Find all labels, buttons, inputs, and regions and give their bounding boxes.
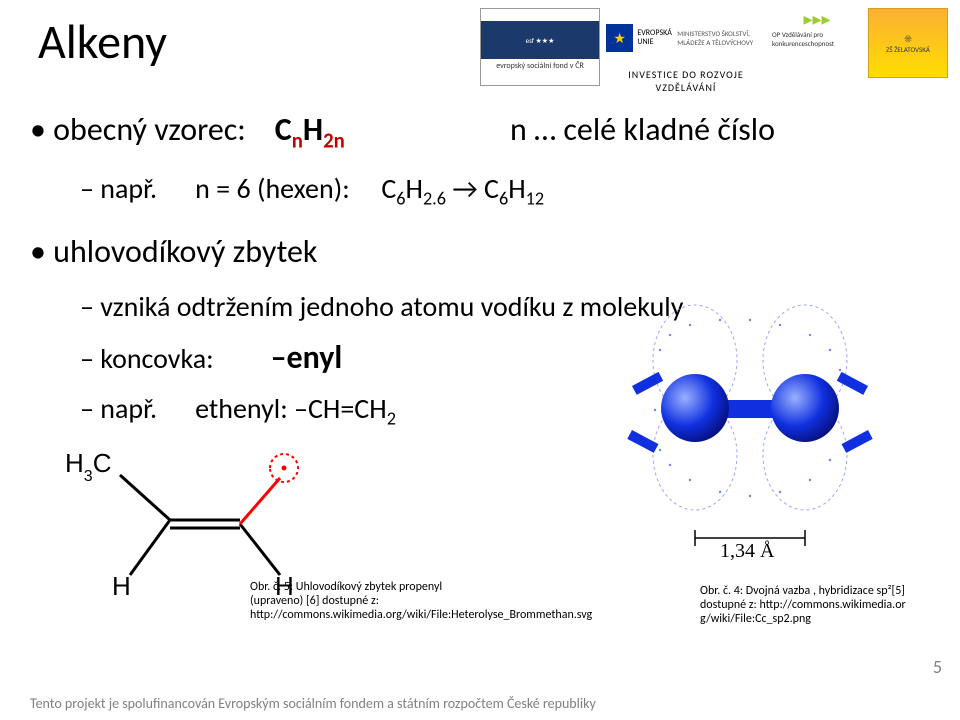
formula-h: H: [303, 110, 323, 149]
logo-ministry: MINISTERSTVO ŠKOLSTVÍ, MLÁDEŽE A TĚLOVÝC…: [677, 8, 766, 68]
logo-op: ▸▸▸ OP Vzdělávání pro konkurenceschopnos…: [772, 8, 862, 68]
formula-n2: 2n: [323, 127, 345, 153]
label-h-left: H: [112, 571, 131, 601]
logo-school-text: ZŠ ŽELATOVSKÁ: [886, 45, 930, 54]
ethenyl-value: ethenyl: –CH=CH2: [195, 391, 396, 426]
suffix-label: koncovka:: [100, 341, 213, 376]
logo-eu: ★ EVROPSKÁ UNIE MINISTERSTVO ŠKOLSTVÍ, M…: [606, 8, 766, 86]
line-example: např. n = 6 (hexen): C6H2.6 → C6H12: [80, 171, 930, 210]
formula-n1: n: [292, 127, 303, 153]
formula-note: n … celé kladné číslo: [510, 110, 775, 149]
op-arrows-icon: ▸▸▸: [803, 8, 830, 30]
orbital-figure: [570, 280, 930, 560]
invest-text: INVESTICE DO ROZVOJE VZDĚLÁVÁNÍ: [606, 68, 766, 94]
ethenyl-label: např.: [100, 391, 157, 426]
page-number: 5: [933, 656, 942, 678]
general-formula: CnH2n: [275, 110, 345, 149]
example-rhs: C6H12: [484, 171, 544, 206]
logo-eu-text: EVROPSKÁ UNIE: [637, 29, 673, 47]
logo-op-text: OP Vzdělávání pro konkurenceschopnost: [772, 30, 862, 48]
logo-esf: esf ★★★ evropský sociální fond v ČR: [480, 8, 600, 86]
line-radical: uhlovodíkový zbytek: [30, 232, 930, 271]
orbital-svg: [570, 280, 930, 560]
example-lhs: C6H2.6: [381, 171, 446, 206]
logo-esf-text: evropský sociální fond v ČR: [494, 59, 586, 73]
footer-text: Tento projekt je spolufinancován Evropsk…: [30, 695, 596, 712]
example-eq: n = 6 (hexen):: [195, 171, 350, 206]
eu-flag-icon: ★: [606, 24, 633, 52]
angstrom-label: 1,34 Å: [720, 540, 774, 563]
example-arrow: →: [452, 171, 477, 206]
example-label: např.: [100, 171, 157, 206]
formula-label: obecný vzorec:: [53, 110, 246, 149]
caption-propenyl: Obr. č. 5: Uhlovodíkový zbytek propenyl …: [250, 580, 480, 622]
caption-orbital: Obr. č. 4: Dvojná vazba , hybridizace sp…: [700, 584, 940, 626]
line-formula: obecný vzorec: CnH2n n … celé kladné čís…: [30, 110, 930, 153]
label-h3c: H3C: [65, 450, 111, 485]
formula-c: C: [275, 110, 292, 149]
suffix-value: –enyl: [271, 338, 343, 377]
page-title: Alkeny: [38, 12, 167, 71]
logo-school: ☀ ZŠ ŽELATOVSKÁ: [868, 8, 948, 78]
logo-row: esf ★★★ evropský sociální fond v ČR ★ EV…: [480, 8, 948, 86]
